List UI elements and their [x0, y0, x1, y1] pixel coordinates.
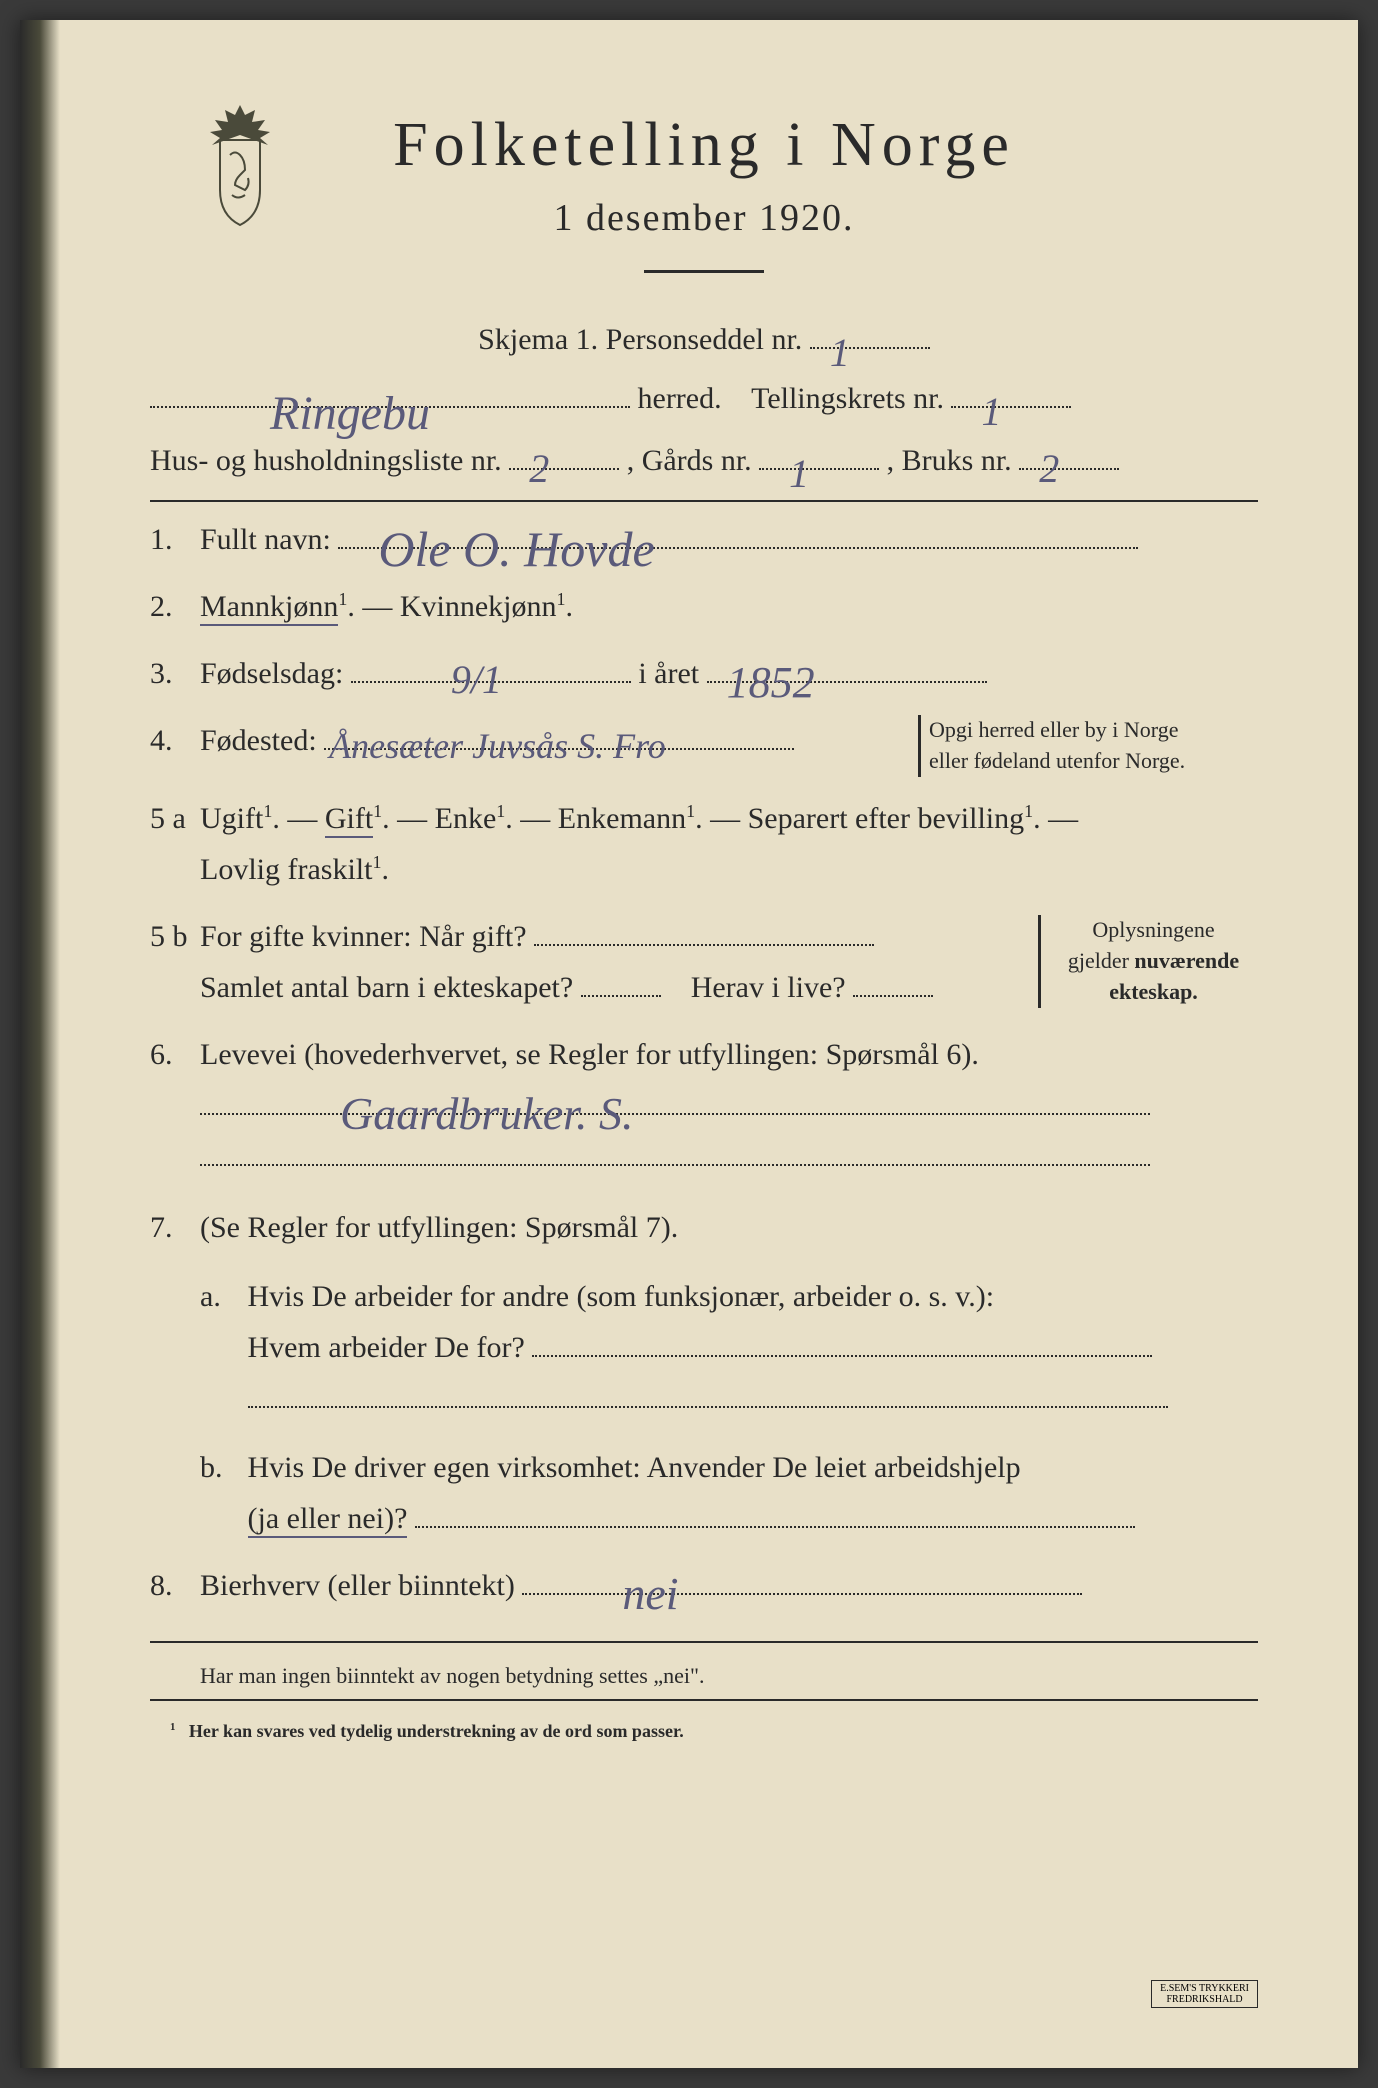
q4-note: Opgi herred eller by i Norge eller fødel… [918, 715, 1258, 777]
q7b-text2: (ja eller nei)? [248, 1502, 408, 1538]
q7-label: (Se Regler for utfyllingen: Spørsmål 7). [200, 1211, 678, 1244]
q3-year-label: i året [638, 657, 699, 690]
q8-num: 8. [150, 1569, 200, 1603]
bruks-value: 2 [1039, 433, 1059, 505]
herred-row: Ringebu herred. Tellingskrets nr. 1 [150, 372, 1258, 426]
q5a-gift: Gift [325, 802, 373, 838]
hus-label: Hus- og husholdningsliste nr. [150, 444, 502, 477]
q4-value: Ånesæter Juvsås S. Fro [329, 716, 666, 777]
q5a-ugift: Ugift [200, 802, 263, 835]
hus-row: Hus- og husholdningsliste nr. 2 , Gårds … [150, 434, 1258, 488]
q7-num: 7. [150, 1211, 200, 1245]
q1-label: Fullt navn: [200, 523, 331, 556]
q3-label: Fødselsdag: [200, 657, 343, 690]
schema-row: Skjema 1. Personseddel nr. 1 [150, 313, 1258, 367]
q5b-num: 5 b [150, 920, 200, 954]
bruks-label: , Bruks nr. [887, 444, 1012, 477]
q7b-label: b. [200, 1442, 240, 1493]
q3-num: 3. [150, 657, 200, 691]
footnote-2-num: 1 [170, 1721, 175, 1733]
form-header: Folketelling i Norge 1 desember 1920. [150, 110, 1258, 273]
q7a-text2: Hvem arbeider De for? [248, 1331, 525, 1364]
q5b-label1: For gifte kvinner: Når gift? [200, 920, 527, 953]
q4-row: 4. Fødested: Ånesæter Juvsås S. Fro Opgi… [150, 715, 1258, 777]
q7b-text1: Hvis De driver egen virksomhet: Anvender… [248, 1451, 1021, 1484]
q2-mann: Mannkjønn [200, 590, 338, 626]
tellingskrets-label: Tellingskrets nr. [751, 382, 944, 415]
q6-row: 6. Levevei (hovederhvervet, se Regler fo… [150, 1029, 1258, 1182]
form-date: 1 desember 1920. [150, 196, 1258, 240]
q1-value: Ole O. Hovde [378, 507, 654, 592]
gards-label: , Gårds nr. [627, 444, 752, 477]
stamp-line2: FREDRIKSHALD [1160, 1994, 1249, 2005]
q4-note2: eller fødeland utenfor Norge. [929, 746, 1258, 777]
footer-divider-2 [150, 1699, 1258, 1701]
q3-day: 9/1 [451, 646, 502, 714]
hus-value: 2 [529, 433, 549, 505]
q5b-note3: ekteskap. [1049, 977, 1258, 1008]
q3-year: 1852 [727, 646, 815, 721]
q4-num: 4. [150, 724, 200, 758]
q5b-label3: Herav i live? [691, 971, 846, 1004]
gards-value: 1 [789, 438, 809, 510]
schema-label: Skjema 1. Personseddel nr. [478, 323, 802, 356]
stamp-line1: E.SEM'S TRYKKERI [1160, 1983, 1249, 1994]
header-divider [644, 270, 764, 273]
footnote-2-text: Her kan svares ved tydelig understreknin… [189, 1721, 684, 1741]
footnote-2: 1 Her kan svares ved tydelig understrekn… [150, 1721, 1258, 1742]
q1-num: 1. [150, 523, 200, 557]
q5a-enkemann: Enkemann [558, 802, 686, 835]
q7a-text1: Hvis De arbeider for andre (som funksjon… [248, 1280, 995, 1313]
coat-of-arms-icon [190, 100, 290, 230]
q5a-num: 5 a [150, 802, 200, 836]
q5a-lovlig: Lovlig fraskilt [200, 853, 372, 886]
q6-value: Gaardbruker. S. [340, 1075, 633, 1153]
q4-note1: Opgi herred eller by i Norge [929, 715, 1258, 746]
q5b-label2: Samlet antal barn i ekteskapet? [200, 971, 573, 1004]
q4-label: Fødested: [200, 724, 317, 757]
q2-kvinne: Kvinnekjønn [400, 590, 557, 623]
q5a-row: 5 a Ugift1. — Gift1. — Enke1. — Enkemann… [150, 793, 1258, 895]
q5b-row: 5 b For gifte kvinner: Når gift? Samlet … [150, 911, 1258, 1013]
q5b-note1: Oplysningene [1049, 915, 1258, 946]
q5b-note2: gjelder nuværende [1049, 946, 1258, 977]
herred-label: herred. [638, 382, 722, 415]
q7a-label: a. [200, 1271, 240, 1322]
q5a-enke: Enke [435, 802, 497, 835]
q3-row: 3. Fødselsdag: 9/1 i året 1852 [150, 648, 1258, 699]
q5a-separert: Separert efter bevilling [748, 802, 1025, 835]
q8-value: nei [622, 1555, 678, 1633]
q5b-note: Oplysningene gjelder nuværende ekteskap. [1038, 915, 1258, 1007]
q2-num: 2. [150, 590, 200, 624]
footer-divider-1 [150, 1641, 1258, 1643]
q8-label: Bierhverv (eller biinntekt) [200, 1569, 515, 1602]
printer-stamp: E.SEM'S TRYKKERI FREDRIKSHALD [1151, 1980, 1258, 2008]
q7-row: 7. (Se Regler for utfyllingen: Spørsmål … [150, 1202, 1258, 1544]
census-form-document: Folketelling i Norge 1 desember 1920. Sk… [20, 20, 1358, 2068]
q8-row: 8. Bierhverv (eller biinntekt) nei [150, 1560, 1258, 1611]
footnote-1-text: Har man ingen biinntekt av nogen betydni… [200, 1663, 704, 1688]
q6-label: Levevei (hovederhvervet, se Regler for u… [200, 1038, 979, 1071]
section-divider [150, 500, 1258, 502]
form-title: Folketelling i Norge [150, 110, 1258, 181]
q2-row: 2. Mannkjønn1. — Kvinnekjønn1. [150, 581, 1258, 632]
q6-num: 6. [150, 1038, 200, 1072]
q1-row: 1. Fullt navn: Ole O. Hovde [150, 514, 1258, 565]
footnote-1: Har man ingen biinntekt av nogen betydni… [150, 1663, 1258, 1689]
